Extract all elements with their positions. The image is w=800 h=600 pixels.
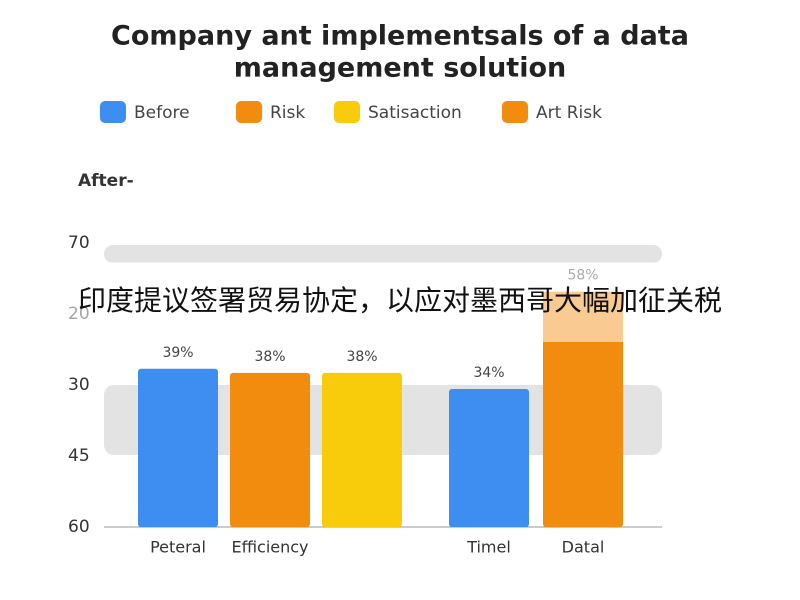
y-tick-label: 30 <box>68 375 90 395</box>
y-tick-label: 60 <box>68 517 90 537</box>
bar <box>543 291 623 527</box>
y-tick-label: 45 <box>68 446 90 466</box>
overlay-band <box>0 262 800 342</box>
chart-title: Company ant implementsals of a data <box>111 21 689 52</box>
axis-title: After- <box>78 171 134 191</box>
value-label: 38% <box>254 349 285 365</box>
value-label: 34% <box>473 365 504 381</box>
legend-label: Before <box>134 103 190 123</box>
legend-label: Satisaction <box>368 103 462 123</box>
x-tick-label: Datal <box>562 538 605 557</box>
x-tick-label: Efficiency <box>231 538 308 557</box>
y-tick-label: 70 <box>68 233 90 253</box>
value-label: 39% <box>162 345 193 361</box>
band <box>104 245 662 263</box>
legend-label: Art Risk <box>536 103 602 123</box>
x-tick-label: Peteral <box>150 538 206 557</box>
bar <box>138 368 218 527</box>
legend-swatch <box>236 101 262 123</box>
overlay-text: 印度提议签署贸易协定，以应对墨西哥大幅加征关税 <box>78 284 722 317</box>
legend-label: Risk <box>270 103 305 123</box>
legend-swatch <box>334 101 360 123</box>
legend-swatch <box>100 101 126 123</box>
bar <box>449 389 529 527</box>
bar <box>230 372 310 527</box>
chart-subtitle: management solution <box>234 53 566 84</box>
legend-swatch <box>502 101 528 123</box>
value-label: 38% <box>346 349 377 365</box>
x-tick-label: Timel <box>466 538 511 557</box>
bar <box>322 372 402 527</box>
